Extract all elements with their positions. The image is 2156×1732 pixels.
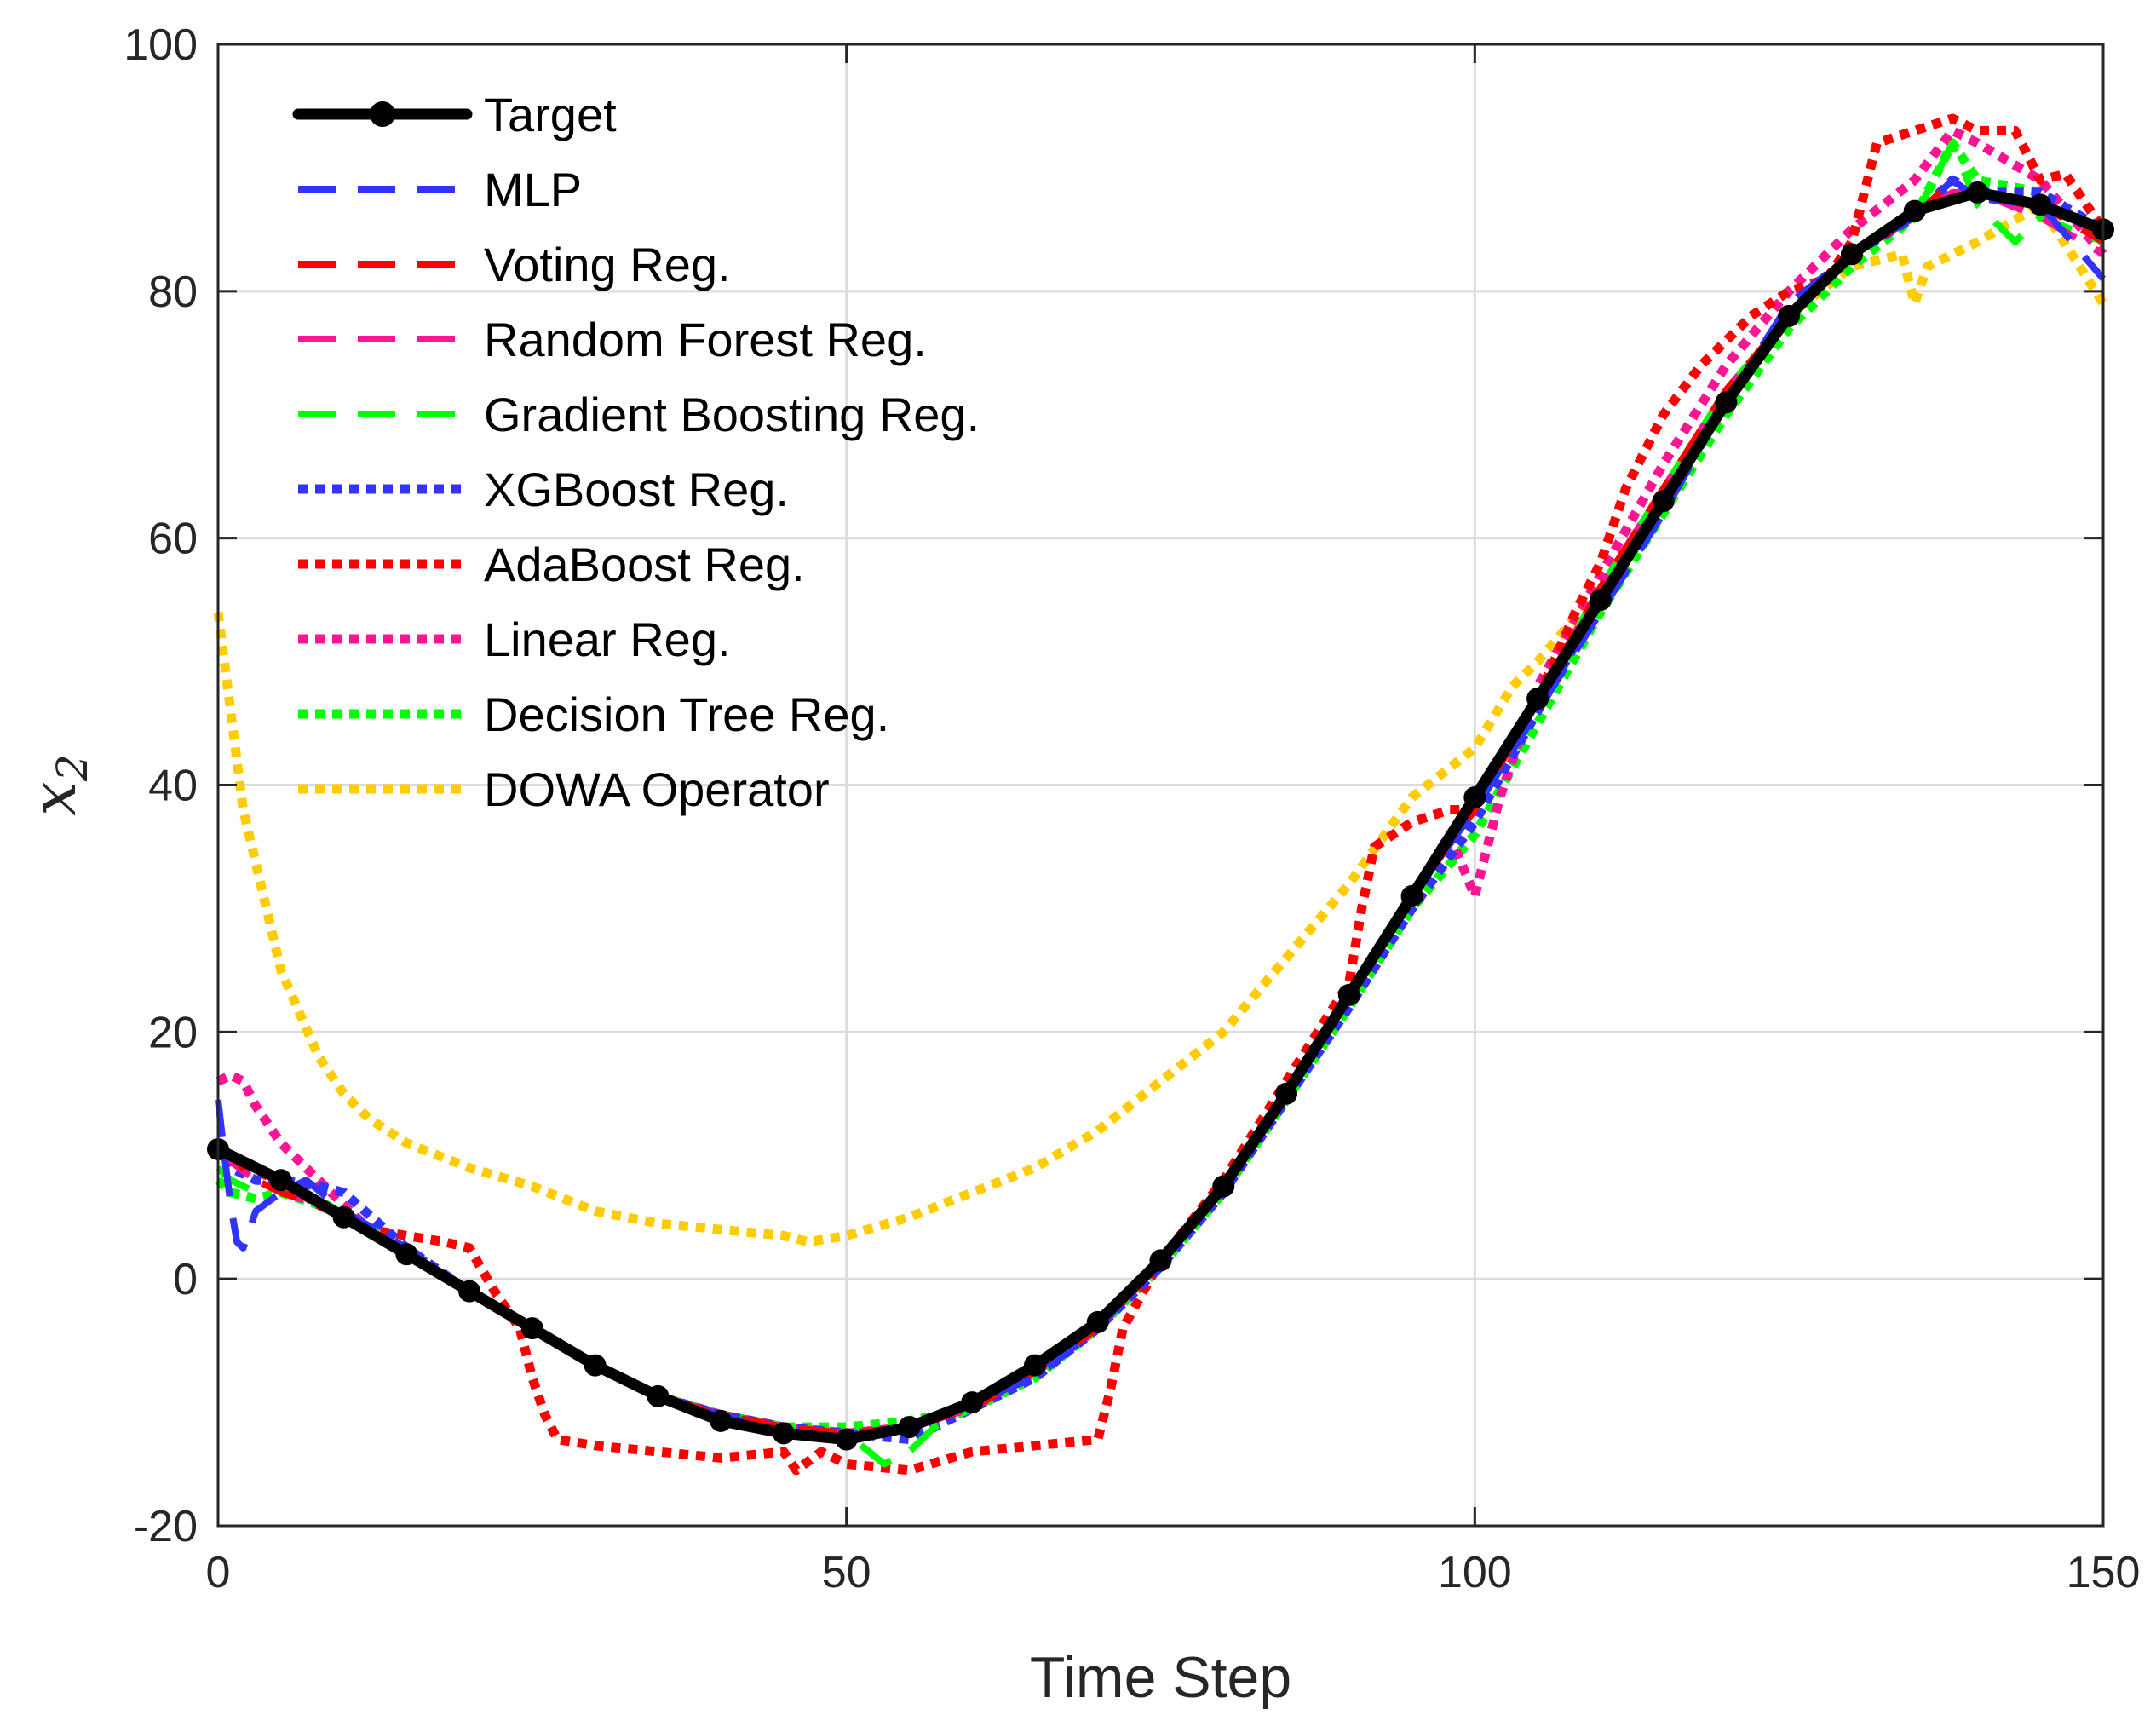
legend-label: Voting Reg. — [484, 238, 731, 291]
data-point — [1275, 1082, 1298, 1105]
y-axis-title-subscript: 2 — [48, 754, 97, 782]
data-point — [520, 1317, 543, 1340]
data-point — [772, 1422, 795, 1445]
legend-item-dowa-operator: DOWA Operator — [298, 762, 830, 816]
legend-item-target: Target — [292, 88, 617, 141]
series-dowa-operator — [213, 199, 2107, 1247]
legend-label: Random Forest Reg. — [484, 313, 927, 366]
y-tick-label: 100 — [124, 20, 198, 70]
data-point — [1023, 1354, 1046, 1377]
data-point — [1086, 1310, 1109, 1333]
data-point — [269, 1169, 292, 1192]
legend: Target MLP Voting Reg. Random Forest Reg. Gr… — [292, 88, 980, 816]
data-point — [961, 1391, 984, 1414]
y-tick-label: -20 — [134, 1502, 198, 1551]
legend-label: Decision Tree Reg. — [484, 688, 889, 741]
grid — [218, 44, 2103, 1526]
legend-label: Gradient Boosting Reg. — [484, 388, 980, 441]
data-point — [1337, 983, 1360, 1006]
data-point — [1589, 589, 1612, 612]
legend-item-decision-tree-reg: Decision Tree Reg. — [298, 688, 889, 741]
y-tick-label: 40 — [148, 762, 198, 811]
data-point — [1778, 304, 1801, 327]
y-axis-title: x2 — [18, 754, 97, 815]
data-point — [835, 1428, 858, 1451]
legend-item-voting-reg: Voting Reg. — [298, 238, 731, 291]
data-point — [332, 1205, 355, 1229]
x-tick-label: 100 — [1438, 1548, 1512, 1597]
legend-label: Target — [484, 88, 617, 141]
legend-item-adaboost-reg: AdaBoost Reg. — [298, 538, 805, 591]
data-point — [898, 1416, 921, 1439]
y-tick-label: 60 — [148, 515, 198, 564]
series-line-decision-tree-reg — [215, 138, 2107, 1432]
legend-item-gradient-boosting-reg: Gradient Boosting Reg. — [298, 388, 980, 441]
y-tick-label: 80 — [148, 268, 198, 317]
series-group — [207, 113, 2114, 1476]
x-tick-label: 0 — [206, 1548, 231, 1597]
y-tick-label: 0 — [173, 1255, 198, 1304]
data-point — [2029, 193, 2052, 216]
y-tick-label: 20 — [148, 1008, 198, 1057]
legend-label: Linear Reg. — [484, 613, 731, 666]
data-point — [647, 1384, 670, 1407]
data-point — [1903, 199, 1926, 222]
x-tick-label: 50 — [822, 1548, 871, 1597]
data-point — [1149, 1249, 1172, 1272]
data-point — [1652, 490, 1675, 513]
data-point — [458, 1280, 481, 1303]
data-point — [1212, 1175, 1235, 1198]
y-axis-title-symbol: x — [18, 781, 89, 816]
data-point — [1463, 785, 1486, 808]
legend-label: XGBoost Reg. — [484, 463, 789, 516]
data-point — [1715, 391, 1738, 414]
data-point — [584, 1354, 607, 1377]
legend-label: DOWA Operator — [484, 762, 830, 816]
series-line-dowa-operator — [213, 199, 2107, 1247]
legend-item-mlp: MLP — [298, 163, 582, 216]
series-target — [207, 181, 2114, 1451]
legend-label: MLP — [484, 163, 582, 216]
data-point — [1966, 181, 1989, 204]
legend-item-random-forest-reg: Random Forest Reg. — [298, 313, 927, 366]
legend-item-xgboost-reg: XGBoost Reg. — [298, 463, 789, 516]
legend-marker — [370, 101, 395, 127]
data-point — [1400, 884, 1423, 907]
data-point — [1840, 243, 1863, 266]
data-point — [710, 1409, 733, 1432]
data-point — [395, 1243, 418, 1266]
x-tick-label: 150 — [2067, 1548, 2141, 1597]
legend-label: AdaBoost Reg. — [484, 538, 805, 591]
x-axis-title: Time Step — [1030, 1645, 1291, 1710]
series-decision-tree-reg — [215, 138, 2107, 1432]
data-point — [1526, 688, 1549, 711]
legend-item-linear-reg: Linear Reg. — [298, 613, 731, 666]
